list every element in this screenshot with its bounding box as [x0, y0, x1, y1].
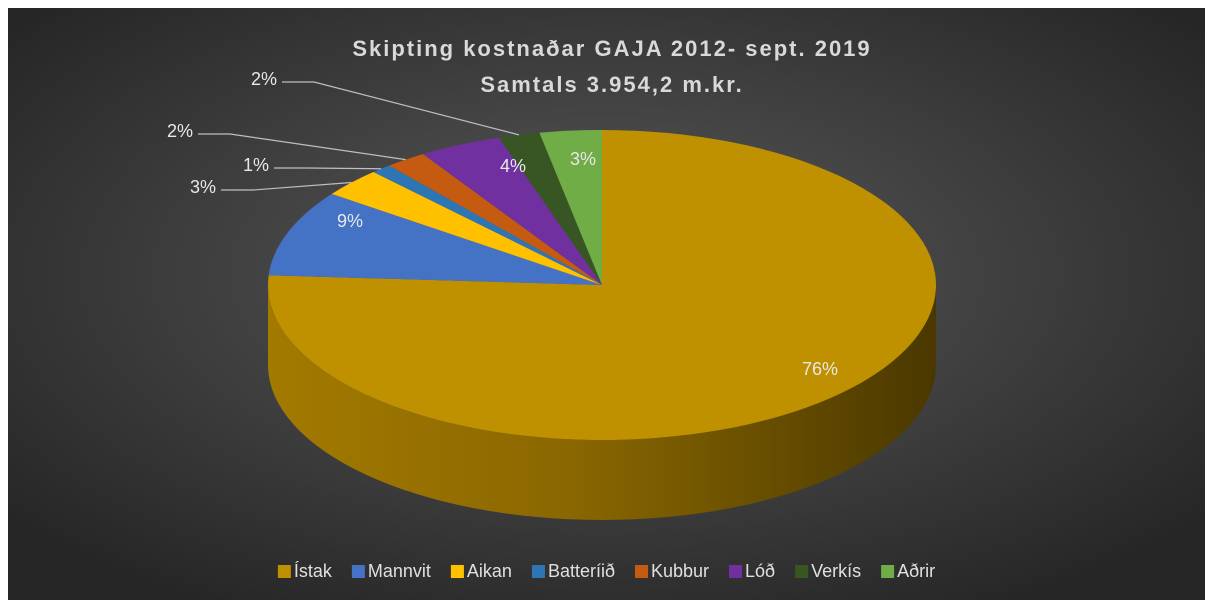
legend-swatch	[729, 565, 743, 578]
slice	[498, 132, 602, 285]
legend-label: Lóð	[745, 561, 775, 581]
slice	[539, 130, 602, 285]
legend-swatch	[531, 565, 545, 578]
data-label: 2%	[167, 121, 193, 141]
chart-subtitle: Samtals 3.954,2 m.kr.	[480, 72, 743, 97]
legend: Ístak Mannvit Aikan Batteríið Kubbur Lóð Verkí…	[277, 561, 935, 581]
slice	[331, 172, 602, 285]
legend-swatch	[277, 565, 291, 578]
legend-swatch	[450, 565, 464, 578]
slice	[423, 137, 602, 285]
slice	[389, 154, 602, 285]
legend-label: Verkís	[811, 561, 861, 581]
legend-label: Ístak	[294, 561, 333, 581]
data-label: 76%	[802, 359, 838, 379]
data-label: 3%	[570, 149, 596, 169]
legend-swatch	[634, 565, 648, 578]
legend-label: Kubbur	[651, 561, 709, 581]
leader-line	[221, 181, 352, 191]
data-label: 3%	[190, 177, 216, 197]
legend-swatch	[795, 565, 809, 578]
data-label: 1%	[243, 155, 269, 175]
chart-title: Skipting kostnaðar GAJA 2012- sept. 2019	[352, 36, 871, 61]
data-label: 9%	[337, 211, 363, 231]
legend-label: Aðrir	[897, 561, 935, 581]
legend-label: Batteríið	[548, 561, 615, 581]
leader-line	[282, 81, 520, 136]
legend-swatch	[881, 565, 895, 578]
pie: 76% 9% 3% 1% 2% 4% 2% 3%	[167, 69, 936, 520]
legend-swatch	[351, 565, 365, 578]
slice	[268, 193, 602, 285]
leader-line	[198, 133, 406, 161]
legend-label: Aikan	[467, 561, 512, 581]
data-label: 4%	[500, 156, 526, 176]
legend-label: Mannvit	[368, 561, 431, 581]
slice	[267, 130, 936, 440]
leader-line	[274, 167, 382, 170]
slice-side	[268, 285, 936, 520]
slice	[373, 165, 602, 285]
data-label: 2%	[251, 69, 277, 89]
